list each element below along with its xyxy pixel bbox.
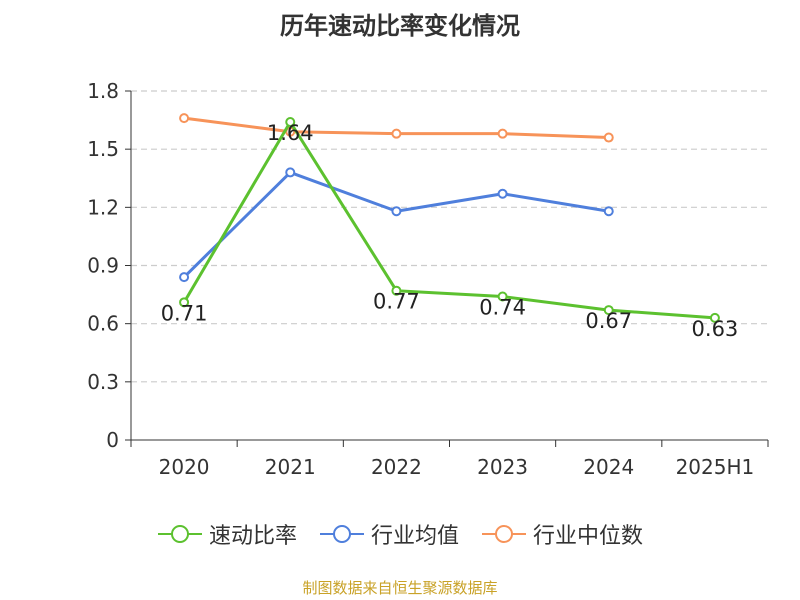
data-point (391, 285, 402, 296)
series-line (182, 120, 716, 320)
data-label: 0.74 (479, 296, 526, 320)
legend-label: 行业均值 (370, 524, 459, 549)
legend-label: 行业中位数 (533, 524, 644, 549)
data-point (497, 291, 508, 302)
data-point (603, 206, 614, 217)
data-point (603, 305, 614, 316)
data-label: 0.67 (585, 309, 632, 333)
data-point (285, 117, 296, 128)
legend-swatch-circle (495, 525, 513, 543)
data-point (603, 132, 614, 143)
grid-lines (131, 90, 768, 383)
data-labels: 0.71 1.64 0.77 0.74 0.67 0.63 (161, 121, 739, 341)
data-point (391, 128, 402, 139)
legend-item-quick-ratio[interactable]: 速动比率 (157, 518, 297, 550)
legend-item-industry-median[interactable]: 行业中位数 (481, 518, 643, 550)
legend-swatch-icon (482, 525, 526, 543)
y-tick-label: 1.8 (87, 79, 119, 103)
legend-swatch-circle (170, 525, 189, 543)
axes: 0 0.3 0.6 0.9 1.2 1.5 1.8 2020 2021 2022 2023 2024 2… (87, 79, 769, 479)
data-point (709, 312, 720, 323)
legend-label: 速动比率 (208, 524, 297, 549)
y-tick-label: 0.9 (87, 254, 119, 278)
y-tick-label: 1.5 (87, 137, 119, 161)
legend-swatch-icon (319, 525, 364, 543)
source-note: 制图数据来自恒生聚源数据库 (302, 579, 498, 597)
data-label: 0.77 (373, 290, 420, 314)
data-label: 0.63 (692, 317, 739, 341)
x-tick-label: 2023 (477, 455, 528, 479)
data-point (179, 297, 190, 308)
chart-title: 历年速动比率变化情况 (280, 12, 520, 40)
legend-swatch-icon (157, 525, 202, 543)
x-tick-label: 2024 (583, 455, 634, 479)
data-point (285, 167, 296, 178)
legend: 速动比率 行业均值 行业中位数 (0, 518, 800, 550)
series-lines (179, 113, 720, 323)
y-tick-label: 0 (106, 428, 119, 452)
y-tick-label: 0.3 (87, 370, 119, 394)
x-tick-label: 2020 (159, 455, 210, 479)
x-tick-label: 2021 (265, 455, 316, 479)
data-label: 1.64 (267, 121, 314, 145)
data-point (391, 206, 402, 217)
legend-item-industry-mean[interactable]: 行业均值 (319, 518, 459, 550)
data-point (179, 272, 190, 283)
data-label: 0.71 (161, 301, 208, 325)
data-point (497, 188, 508, 199)
x-tick-label: 2025H1 (676, 455, 755, 479)
y-tick-label: 0.6 (87, 312, 119, 336)
series-line (183, 170, 609, 279)
data-point (179, 113, 190, 124)
y-tick-label: 1.2 (87, 195, 119, 219)
x-tick-label: 2022 (371, 455, 422, 479)
data-point (497, 128, 508, 139)
legend-swatch-circle (332, 525, 351, 543)
